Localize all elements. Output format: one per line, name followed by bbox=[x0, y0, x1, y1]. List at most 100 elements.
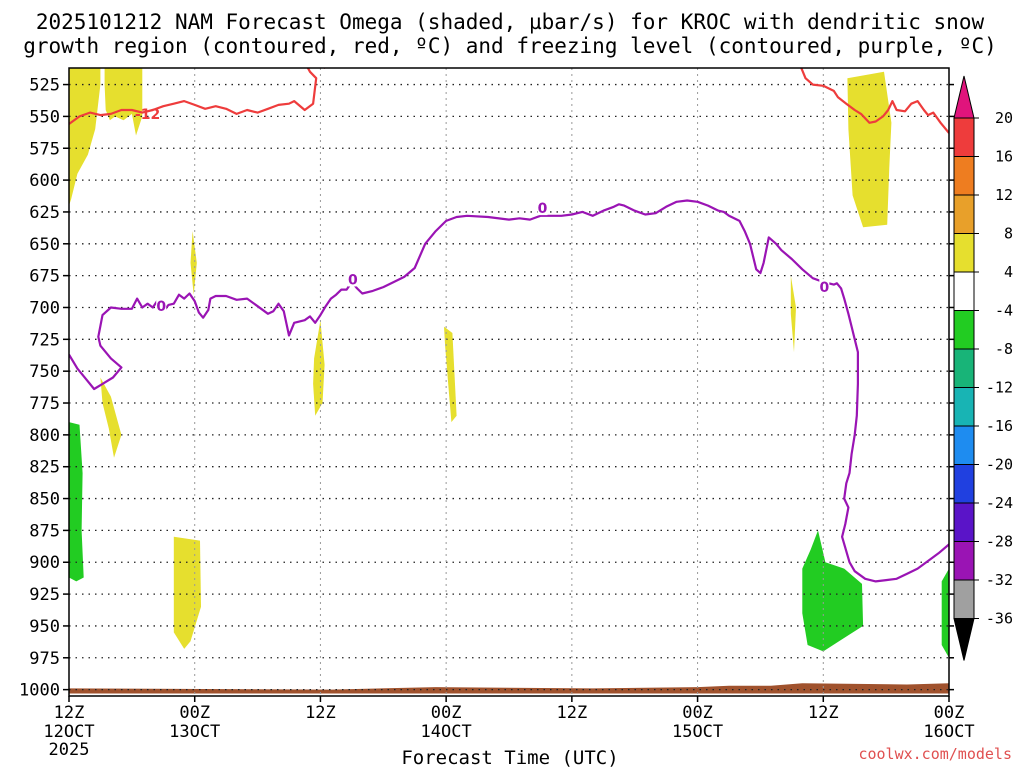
y-tick-label: 650 bbox=[29, 235, 60, 255]
freezing-label-bg bbox=[537, 200, 548, 216]
y-tick-label: 700 bbox=[29, 298, 60, 318]
freezing-level-label: 0 bbox=[348, 272, 358, 288]
colorbar-label: -12 bbox=[986, 379, 1013, 397]
freezing-level-line bbox=[69, 199, 949, 583]
colorbar-label: -36 bbox=[986, 610, 1013, 628]
y-tick-label: 525 bbox=[29, 76, 60, 96]
colorbar-label: -28 bbox=[986, 533, 1013, 551]
x-tick-label-time: 12Z bbox=[808, 703, 839, 723]
x-tick-label-time: 12Z bbox=[54, 703, 85, 723]
omega-region bbox=[173, 536, 201, 649]
y-tick-label: 575 bbox=[29, 139, 60, 159]
chart-title-line1: 2025101212 NAM Forecast Omega (shaded, µ… bbox=[36, 10, 985, 34]
chart-title-line2: growth region (contoured, red, ºC) and f… bbox=[23, 34, 997, 58]
ground-fill bbox=[69, 683, 949, 694]
freezing-level-label: 0 bbox=[156, 299, 166, 315]
omega-region bbox=[790, 275, 796, 353]
colorbar-label: 8 bbox=[1004, 225, 1013, 243]
y-tick-label: 775 bbox=[29, 394, 60, 414]
colorbar-label: -16 bbox=[986, 417, 1013, 435]
colorbar-label: -8 bbox=[995, 340, 1013, 358]
colorbar-swatch bbox=[953, 579, 975, 619]
y-tick-label: 1000 bbox=[19, 681, 60, 701]
colorbar-swatch bbox=[953, 464, 975, 504]
y-tick-label: 975 bbox=[29, 649, 60, 669]
colorbar-label: 4 bbox=[1004, 263, 1013, 281]
omega-region bbox=[100, 377, 122, 458]
colorbar-swatch bbox=[953, 310, 975, 350]
x-tick-label-year: 2025 bbox=[49, 740, 90, 760]
grid-lines bbox=[69, 68, 949, 696]
omega-region bbox=[941, 568, 949, 658]
omega-region bbox=[69, 68, 101, 206]
freezing-level-label: 0 bbox=[819, 280, 829, 296]
freezing-label-bg bbox=[347, 271, 358, 287]
colorbar-swatch bbox=[953, 502, 975, 542]
y-tick-label: 600 bbox=[29, 171, 60, 191]
x-tick-label-time: 12Z bbox=[556, 703, 587, 723]
x-tick-label-date: 14OCT bbox=[421, 722, 472, 742]
colorbar-label: -20 bbox=[986, 456, 1013, 474]
colorbar-bottom-arrow bbox=[953, 618, 975, 661]
omega-region bbox=[69, 422, 84, 582]
y-tick-label: 750 bbox=[29, 362, 60, 382]
freezing-label-bg bbox=[156, 298, 167, 314]
freezing-level-label: 0 bbox=[538, 201, 548, 217]
y-tick-label: 925 bbox=[29, 585, 60, 605]
colorbar-label: 16 bbox=[995, 148, 1013, 166]
colorbar-label: 20 bbox=[995, 109, 1013, 127]
omega-region bbox=[847, 71, 892, 228]
omega-region bbox=[313, 320, 325, 416]
dgz-contour-label: -12 bbox=[135, 107, 160, 123]
x-tick-label-date: 15OCT bbox=[672, 722, 723, 742]
colorbar-label: 12 bbox=[995, 186, 1013, 204]
omega-shading bbox=[69, 68, 949, 658]
x-tick-label-time: 00Z bbox=[431, 703, 462, 723]
x-tick-label-time: 12Z bbox=[305, 703, 336, 723]
contour-lines: -12 0 0 0 0 bbox=[69, 68, 949, 583]
y-tick-label: 825 bbox=[29, 458, 60, 478]
omega-region bbox=[190, 231, 197, 295]
dgz-contour-line bbox=[800, 68, 949, 134]
x-tick-label-date: 12OCT bbox=[43, 722, 94, 742]
colorbar-swatch bbox=[953, 233, 975, 273]
x-tick-label-time: 00Z bbox=[934, 703, 965, 723]
y-axis: 525 550 575 600 625 650 675 700 725 750 775 800 825 8… bbox=[19, 76, 954, 701]
y-tick-label: 625 bbox=[29, 203, 60, 223]
y-tick-label: 725 bbox=[29, 330, 60, 350]
colorbar-swatch bbox=[953, 348, 975, 388]
colorbar-swatch bbox=[953, 387, 975, 427]
colorbar-swatch bbox=[953, 194, 975, 234]
y-tick-label: 900 bbox=[29, 553, 60, 573]
y-tick-label: 850 bbox=[29, 490, 60, 510]
plot-frame bbox=[68, 67, 950, 697]
x-tick-label-time: 00Z bbox=[682, 703, 713, 723]
colorbar-swatch bbox=[953, 541, 975, 581]
colorbar-label: -32 bbox=[986, 571, 1013, 589]
y-tick-label: 875 bbox=[29, 521, 60, 541]
colorbar-label: -4 bbox=[995, 302, 1013, 320]
omega-region bbox=[802, 530, 864, 652]
credit-text: coolwx.com/models bbox=[858, 745, 1012, 763]
omega-region bbox=[444, 326, 457, 423]
y-tick-label: 950 bbox=[29, 617, 60, 637]
colorbar-swatch bbox=[953, 156, 975, 196]
x-axis-label: Forecast Time (UTC) bbox=[401, 747, 618, 768]
freezing-label-bg bbox=[819, 279, 830, 295]
y-tick-label: 675 bbox=[29, 267, 60, 287]
omega-region bbox=[104, 68, 143, 136]
colorbar-label: -24 bbox=[986, 494, 1013, 512]
ground-layer bbox=[69, 683, 949, 694]
x-tick-label-date: 16OCT bbox=[923, 722, 974, 742]
y-tick-label: 800 bbox=[29, 426, 60, 446]
colorbar-swatch bbox=[953, 271, 975, 311]
y-tick-label: 550 bbox=[29, 107, 60, 127]
x-tick-label-time: 00Z bbox=[179, 703, 210, 723]
colorbar-swatch bbox=[953, 117, 975, 157]
x-tick-label-date: 13OCT bbox=[169, 722, 220, 742]
colorbar-swatch bbox=[953, 425, 975, 465]
colorbar-top-arrow bbox=[953, 75, 975, 119]
dgz-contour-line bbox=[69, 68, 318, 125]
